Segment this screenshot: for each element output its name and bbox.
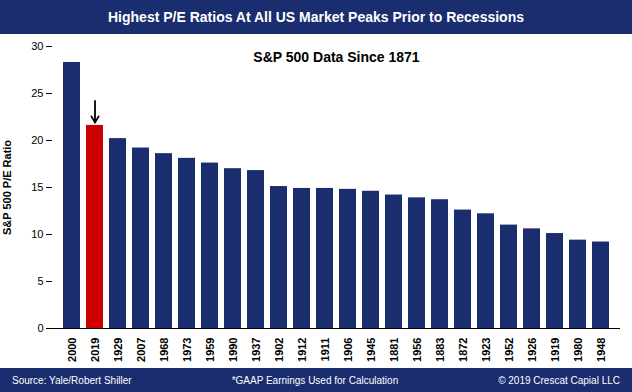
svg-text:1923: 1923 (480, 338, 492, 362)
svg-text:1919: 1919 (549, 338, 561, 362)
svg-text:10: 10 (31, 228, 43, 240)
svg-text:20: 20 (31, 134, 43, 146)
svg-text:1959: 1959 (204, 338, 216, 362)
svg-text:1926: 1926 (526, 338, 538, 362)
svg-text:1952: 1952 (503, 338, 515, 362)
svg-text:S&P 500 Data Since 1871: S&P 500 Data Since 1871 (253, 49, 420, 65)
svg-text:S&P 500 P/E Ratio: S&P 500 P/E Ratio (1, 140, 13, 235)
svg-text:0: 0 (37, 322, 43, 334)
svg-text:1948: 1948 (595, 338, 607, 362)
html-text:*GAAP Earnings Used for Calcul: *GAAP Earnings Used for Calculation (231, 374, 399, 386)
svg-text:1929: 1929 (112, 338, 124, 362)
svg-text:1956: 1956 (411, 338, 423, 362)
svg-text:1911: 1911 (319, 338, 331, 362)
svg-text:15: 15 (31, 181, 43, 193)
html-text:© 2019 Crescat Capial LLC: © 2019 Crescat Capial LLC (498, 374, 620, 386)
svg-text:30: 30 (31, 40, 43, 52)
svg-text:25: 25 (31, 87, 43, 99)
svg-text:1883: 1883 (434, 338, 446, 362)
svg-text:1872: 1872 (457, 338, 469, 362)
svg-text:2019: 2019 (89, 338, 101, 362)
svg-text:5: 5 (37, 275, 43, 287)
svg-text:1912: 1912 (296, 338, 308, 362)
svg-text:1937: 1937 (250, 338, 262, 362)
svg-text:1906: 1906 (342, 338, 354, 362)
svg-text:2000: 2000 (66, 338, 78, 362)
svg-text:1973: 1973 (181, 338, 193, 362)
svg-text:1968: 1968 (158, 338, 170, 362)
svg-text:1902: 1902 (273, 338, 285, 362)
svg-text:1980: 1980 (572, 338, 584, 362)
svg-text:1945: 1945 (365, 338, 377, 362)
svg-text:1990: 1990 (227, 338, 239, 362)
html-text:Source: Yale/Robert Shiller: Source: Yale/Robert Shiller (12, 374, 132, 386)
svg-text:1881: 1881 (388, 338, 400, 362)
html-text:Highest P/E Ratios At All US M: Highest P/E Ratios At All US Market Peak… (108, 9, 524, 25)
svg-text:2007: 2007 (135, 338, 147, 362)
